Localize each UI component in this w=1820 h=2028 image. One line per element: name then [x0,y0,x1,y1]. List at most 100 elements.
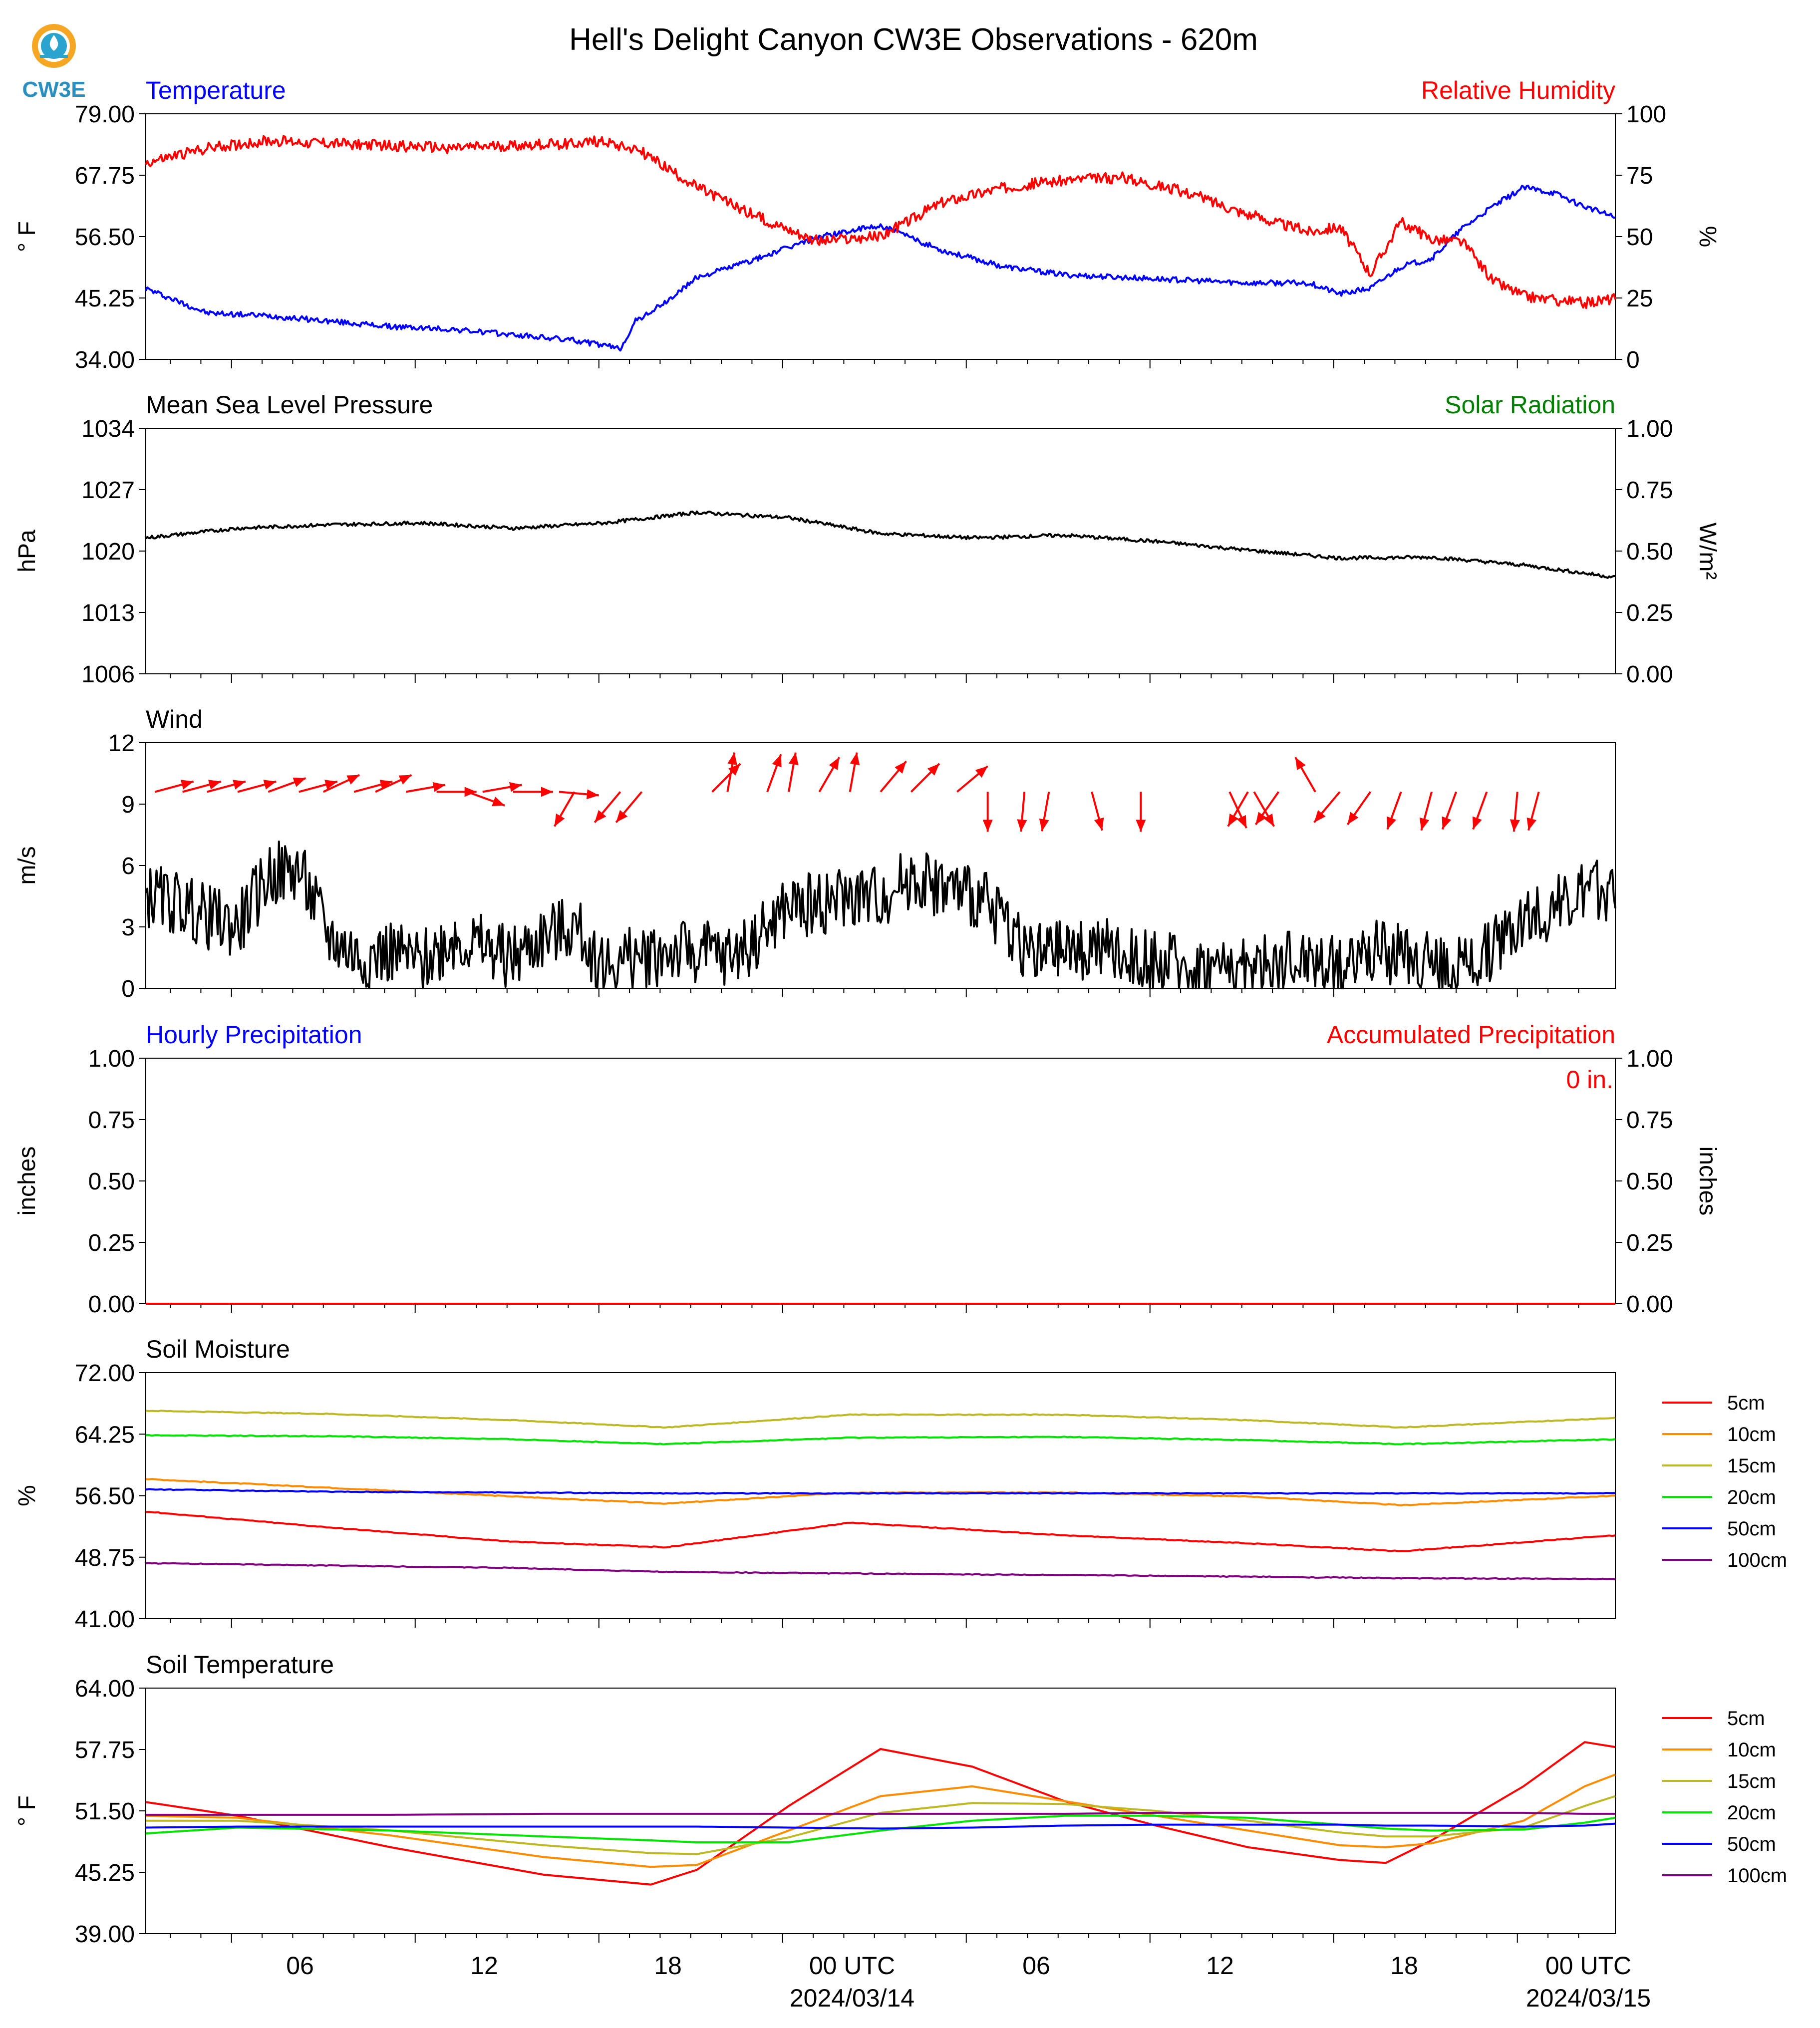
legend-label: 100cm [1727,1865,1787,1887]
wind-arrow [956,765,988,793]
legend-label: 10cm [1727,1739,1776,1761]
y-tick-label: 34.00 [75,347,135,373]
wind-arrow [766,754,782,793]
legend-label: 50cm [1727,1833,1776,1855]
wind-arrow [467,791,505,807]
wind-arrow-head [927,763,939,776]
wind-arrow [553,791,576,827]
y-tick-label: 0.50 [88,1168,135,1195]
series-line [145,841,1616,989]
wind-arrow [405,782,446,793]
y-tick-label: 9 [121,792,135,818]
panels: 79.00 67.75 56.50 45.25 34.00 100 75 50 25 0 ° F % T… [14,76,1787,1948]
date-label: 2024/03/15 [1526,1984,1651,2012]
y-tick-label: 1020 [81,539,135,565]
wind-arrow-head [1314,810,1326,823]
wind-arrow-head [975,766,988,778]
time-tick-label: 00 UTC [1545,1952,1631,1980]
y-axis-label: % [14,1485,40,1506]
wind-arrow-head [1236,815,1247,828]
wind-arrow [237,780,277,793]
wind-arrow [1017,792,1027,832]
y-axis-label: ° F [14,221,40,252]
time-tick-label: 18 [1390,1952,1418,1980]
legend-label: 50cm [1727,1518,1776,1540]
wind-arrow-head [1347,812,1359,825]
y-axis-label: ° F [14,1795,40,1826]
y-tick-label: 1034 [81,416,135,442]
series-line [145,1434,1616,1446]
series-line [145,135,1616,309]
wind-arrow [594,791,621,823]
wind-arrow-head [554,813,565,827]
panel-title: Soil Temperature [146,1651,334,1679]
time-tick-label: 00 UTC [809,1952,895,1980]
y-tick-label: 1.00 [88,1046,135,1072]
panel-title: Wind [146,705,203,733]
wind-arrow-head [850,752,860,765]
wind-arrow-head [788,752,799,765]
y-tick-label: 12 [108,730,135,757]
cw3e-logo: CW3E [22,24,86,102]
panel-title: Mean Sea Level Pressure [146,391,433,419]
y-tick-label: 0.75 [88,1107,135,1134]
time-tick-label: 18 [654,1952,682,1980]
series-line [145,1510,1616,1552]
y-tick-label: 6 [121,853,135,879]
wind-arrow-head [772,754,782,768]
wind-arrow-head [1017,819,1027,832]
y-tick-label: 0.00 [88,1291,135,1318]
y-axis-label-right: W/m² [1694,523,1721,580]
wind-arrow-head [233,780,246,790]
panel: 1.00 0.75 0.50 0.25 0.00 1.00 0.75 0.50 0.25 0.00… [14,1021,1721,1318]
y-tick-label: 56.50 [75,1483,135,1510]
wind-arrow [849,752,860,792]
series-line [145,1410,1616,1429]
y-tick-label-right: 75 [1626,163,1653,189]
wind-arrow-head [982,820,993,832]
wind-arrow-head [895,761,907,774]
wind-arrow-head [1228,813,1238,827]
wind-arrow [1526,791,1540,831]
wind-arrow [1419,791,1433,831]
wind-arrow-head [541,787,553,797]
wind-arrow-head [1510,819,1520,832]
wind-arrow-head [728,763,741,776]
wind-arrow [1039,792,1050,832]
wind-arrow [1254,791,1279,826]
wind-arrow-head [1094,817,1104,831]
panel: 12 9 6 3 0 m/s Wind [14,705,1616,1002]
legend-label: 20cm [1727,1486,1776,1508]
time-tick-label: 06 [1022,1952,1050,1980]
wind-arrow [1136,792,1146,832]
panel: 1034 1027 1020 1013 1006 1.00 0.75 0.50 0.25 0.00… [14,391,1721,688]
y-tick-label-right: 0.50 [1626,1168,1673,1195]
series-line [145,1814,1616,1843]
y-tick-label: 1027 [81,477,135,504]
wind-arrow [1313,791,1341,823]
series-line [145,1562,1616,1581]
series-line [145,1741,1616,1886]
wind-arrow-head [293,777,306,787]
y-tick-label: 1013 [81,600,135,626]
wind-arrow-head [492,797,505,806]
y-tick-label: 64.25 [75,1422,135,1448]
wind-arrow-head [1136,820,1146,832]
legend-label: 5cm [1727,1392,1765,1414]
y-axis-label-right: inches [1694,1147,1721,1216]
wind-arrow-head [379,780,393,790]
legend-label: 5cm [1727,1708,1765,1730]
wind-arrow-head [1255,812,1267,825]
panel-title: Soil Moisture [146,1335,290,1363]
wind-arrow-head [1526,817,1536,831]
y-tick-label: 3 [121,914,135,941]
wind-arrow-head [1039,818,1049,832]
y-tick-label: 45.25 [75,1860,135,1886]
time-tick-label: 06 [286,1952,314,1980]
wind-arrow [982,792,993,832]
series-line [145,1488,1616,1495]
wind-arrow [322,774,360,793]
wind-arrow [711,763,741,793]
wind-arrow [375,774,412,793]
